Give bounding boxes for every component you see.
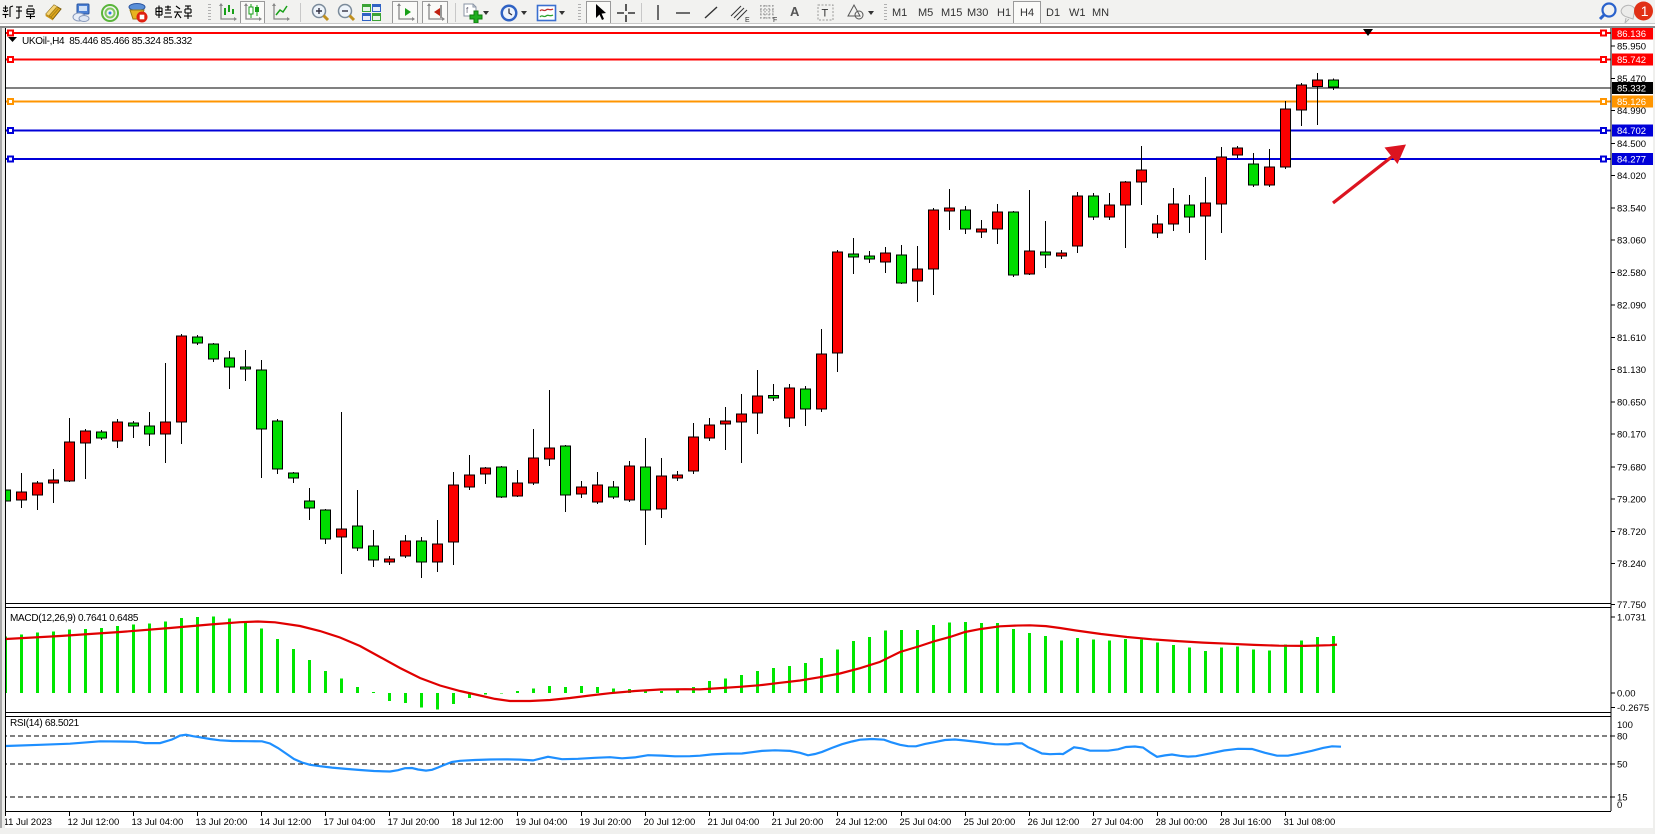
svg-text:84.020: 84.020 xyxy=(1617,171,1646,182)
svg-text:78.240: 78.240 xyxy=(1617,559,1646,570)
svg-text:21 Jul 04:00: 21 Jul 04:00 xyxy=(708,817,760,828)
svg-text:UKOil-,H4 85.446 85.466 85.32: UKOil-,H4 85.446 85.466 85.324 85.332 xyxy=(22,36,193,47)
svg-text:12 Jul 12:00: 12 Jul 12:00 xyxy=(68,817,120,828)
svg-text:-0.2675: -0.2675 xyxy=(1617,703,1649,714)
svg-text:81.130: 81.130 xyxy=(1617,365,1646,376)
svg-text:11 Jul 2023: 11 Jul 2023 xyxy=(4,817,52,828)
svg-text:85.950: 85.950 xyxy=(1617,42,1646,53)
svg-text:83.060: 83.060 xyxy=(1617,236,1646,247)
svg-text:85.126: 85.126 xyxy=(1617,97,1646,108)
svg-text:24 Jul 12:00: 24 Jul 12:00 xyxy=(836,817,888,828)
svg-text:85.742: 85.742 xyxy=(1617,55,1646,66)
svg-text:84.500: 84.500 xyxy=(1617,139,1646,150)
svg-text:27 Jul 04:00: 27 Jul 04:00 xyxy=(1092,817,1144,828)
svg-text:T: T xyxy=(822,8,829,20)
svg-text:83.540: 83.540 xyxy=(1617,203,1646,214)
svg-text:13 Jul 20:00: 13 Jul 20:00 xyxy=(196,817,248,828)
svg-text:80.650: 80.650 xyxy=(1617,397,1646,408)
svg-text:1: 1 xyxy=(1641,3,1649,19)
svg-text:100: 100 xyxy=(1617,720,1633,731)
svg-text:50: 50 xyxy=(1617,759,1628,770)
svg-text:20 Jul 12:00: 20 Jul 12:00 xyxy=(644,817,696,828)
svg-text:RSI(14) 68.5021: RSI(14) 68.5021 xyxy=(10,718,80,729)
svg-text:85.470: 85.470 xyxy=(1617,74,1646,85)
svg-text:F: F xyxy=(773,17,777,24)
svg-text:79.680: 79.680 xyxy=(1617,463,1646,474)
svg-text:f: f xyxy=(466,6,469,15)
svg-text:82.580: 82.580 xyxy=(1617,268,1646,279)
svg-text:80.170: 80.170 xyxy=(1617,430,1646,441)
svg-text:1.0731: 1.0731 xyxy=(1617,613,1646,624)
svg-text:17 Jul 20:00: 17 Jul 20:00 xyxy=(388,817,440,828)
svg-text:84.990: 84.990 xyxy=(1617,106,1646,117)
svg-text:81.610: 81.610 xyxy=(1617,333,1646,344)
svg-text:79.200: 79.200 xyxy=(1617,495,1646,506)
svg-text:28 Jul 00:00: 28 Jul 00:00 xyxy=(1156,817,1208,828)
svg-text:84.277: 84.277 xyxy=(1617,155,1646,166)
svg-text:28 Jul 16:00: 28 Jul 16:00 xyxy=(1220,817,1272,828)
svg-text:25 Jul 20:00: 25 Jul 20:00 xyxy=(964,817,1016,828)
svg-text:25 Jul 04:00: 25 Jul 04:00 xyxy=(900,817,952,828)
svg-text:13 Jul 04:00: 13 Jul 04:00 xyxy=(132,817,184,828)
svg-text:0.00: 0.00 xyxy=(1617,689,1636,700)
svg-text:21 Jul 20:00: 21 Jul 20:00 xyxy=(772,817,824,828)
svg-text:19 Jul 20:00: 19 Jul 20:00 xyxy=(580,817,632,828)
svg-text:86.136: 86.136 xyxy=(1617,29,1646,40)
svg-text:84.702: 84.702 xyxy=(1617,126,1646,137)
svg-text:77.750: 77.750 xyxy=(1617,600,1646,611)
svg-text:15: 15 xyxy=(1617,793,1628,804)
svg-text:31 Jul 08:00: 31 Jul 08:00 xyxy=(1284,817,1336,828)
svg-text:0: 0 xyxy=(1617,800,1622,811)
svg-text:18 Jul 12:00: 18 Jul 12:00 xyxy=(452,817,504,828)
svg-text:MACD(12,26,9) 0.7641 0.6485: MACD(12,26,9) 0.7641 0.6485 xyxy=(10,613,139,624)
svg-text:19 Jul 04:00: 19 Jul 04:00 xyxy=(516,817,568,828)
svg-text:26 Jul 12:00: 26 Jul 12:00 xyxy=(1028,817,1080,828)
svg-text:14 Jul 12:00: 14 Jul 12:00 xyxy=(260,817,312,828)
svg-text:17 Jul 04:00: 17 Jul 04:00 xyxy=(324,817,376,828)
svg-text:80: 80 xyxy=(1617,732,1628,743)
svg-text:82.090: 82.090 xyxy=(1617,301,1646,312)
svg-text:85.332: 85.332 xyxy=(1617,84,1646,95)
svg-text:78.720: 78.720 xyxy=(1617,527,1646,538)
svg-text:E: E xyxy=(745,17,750,24)
